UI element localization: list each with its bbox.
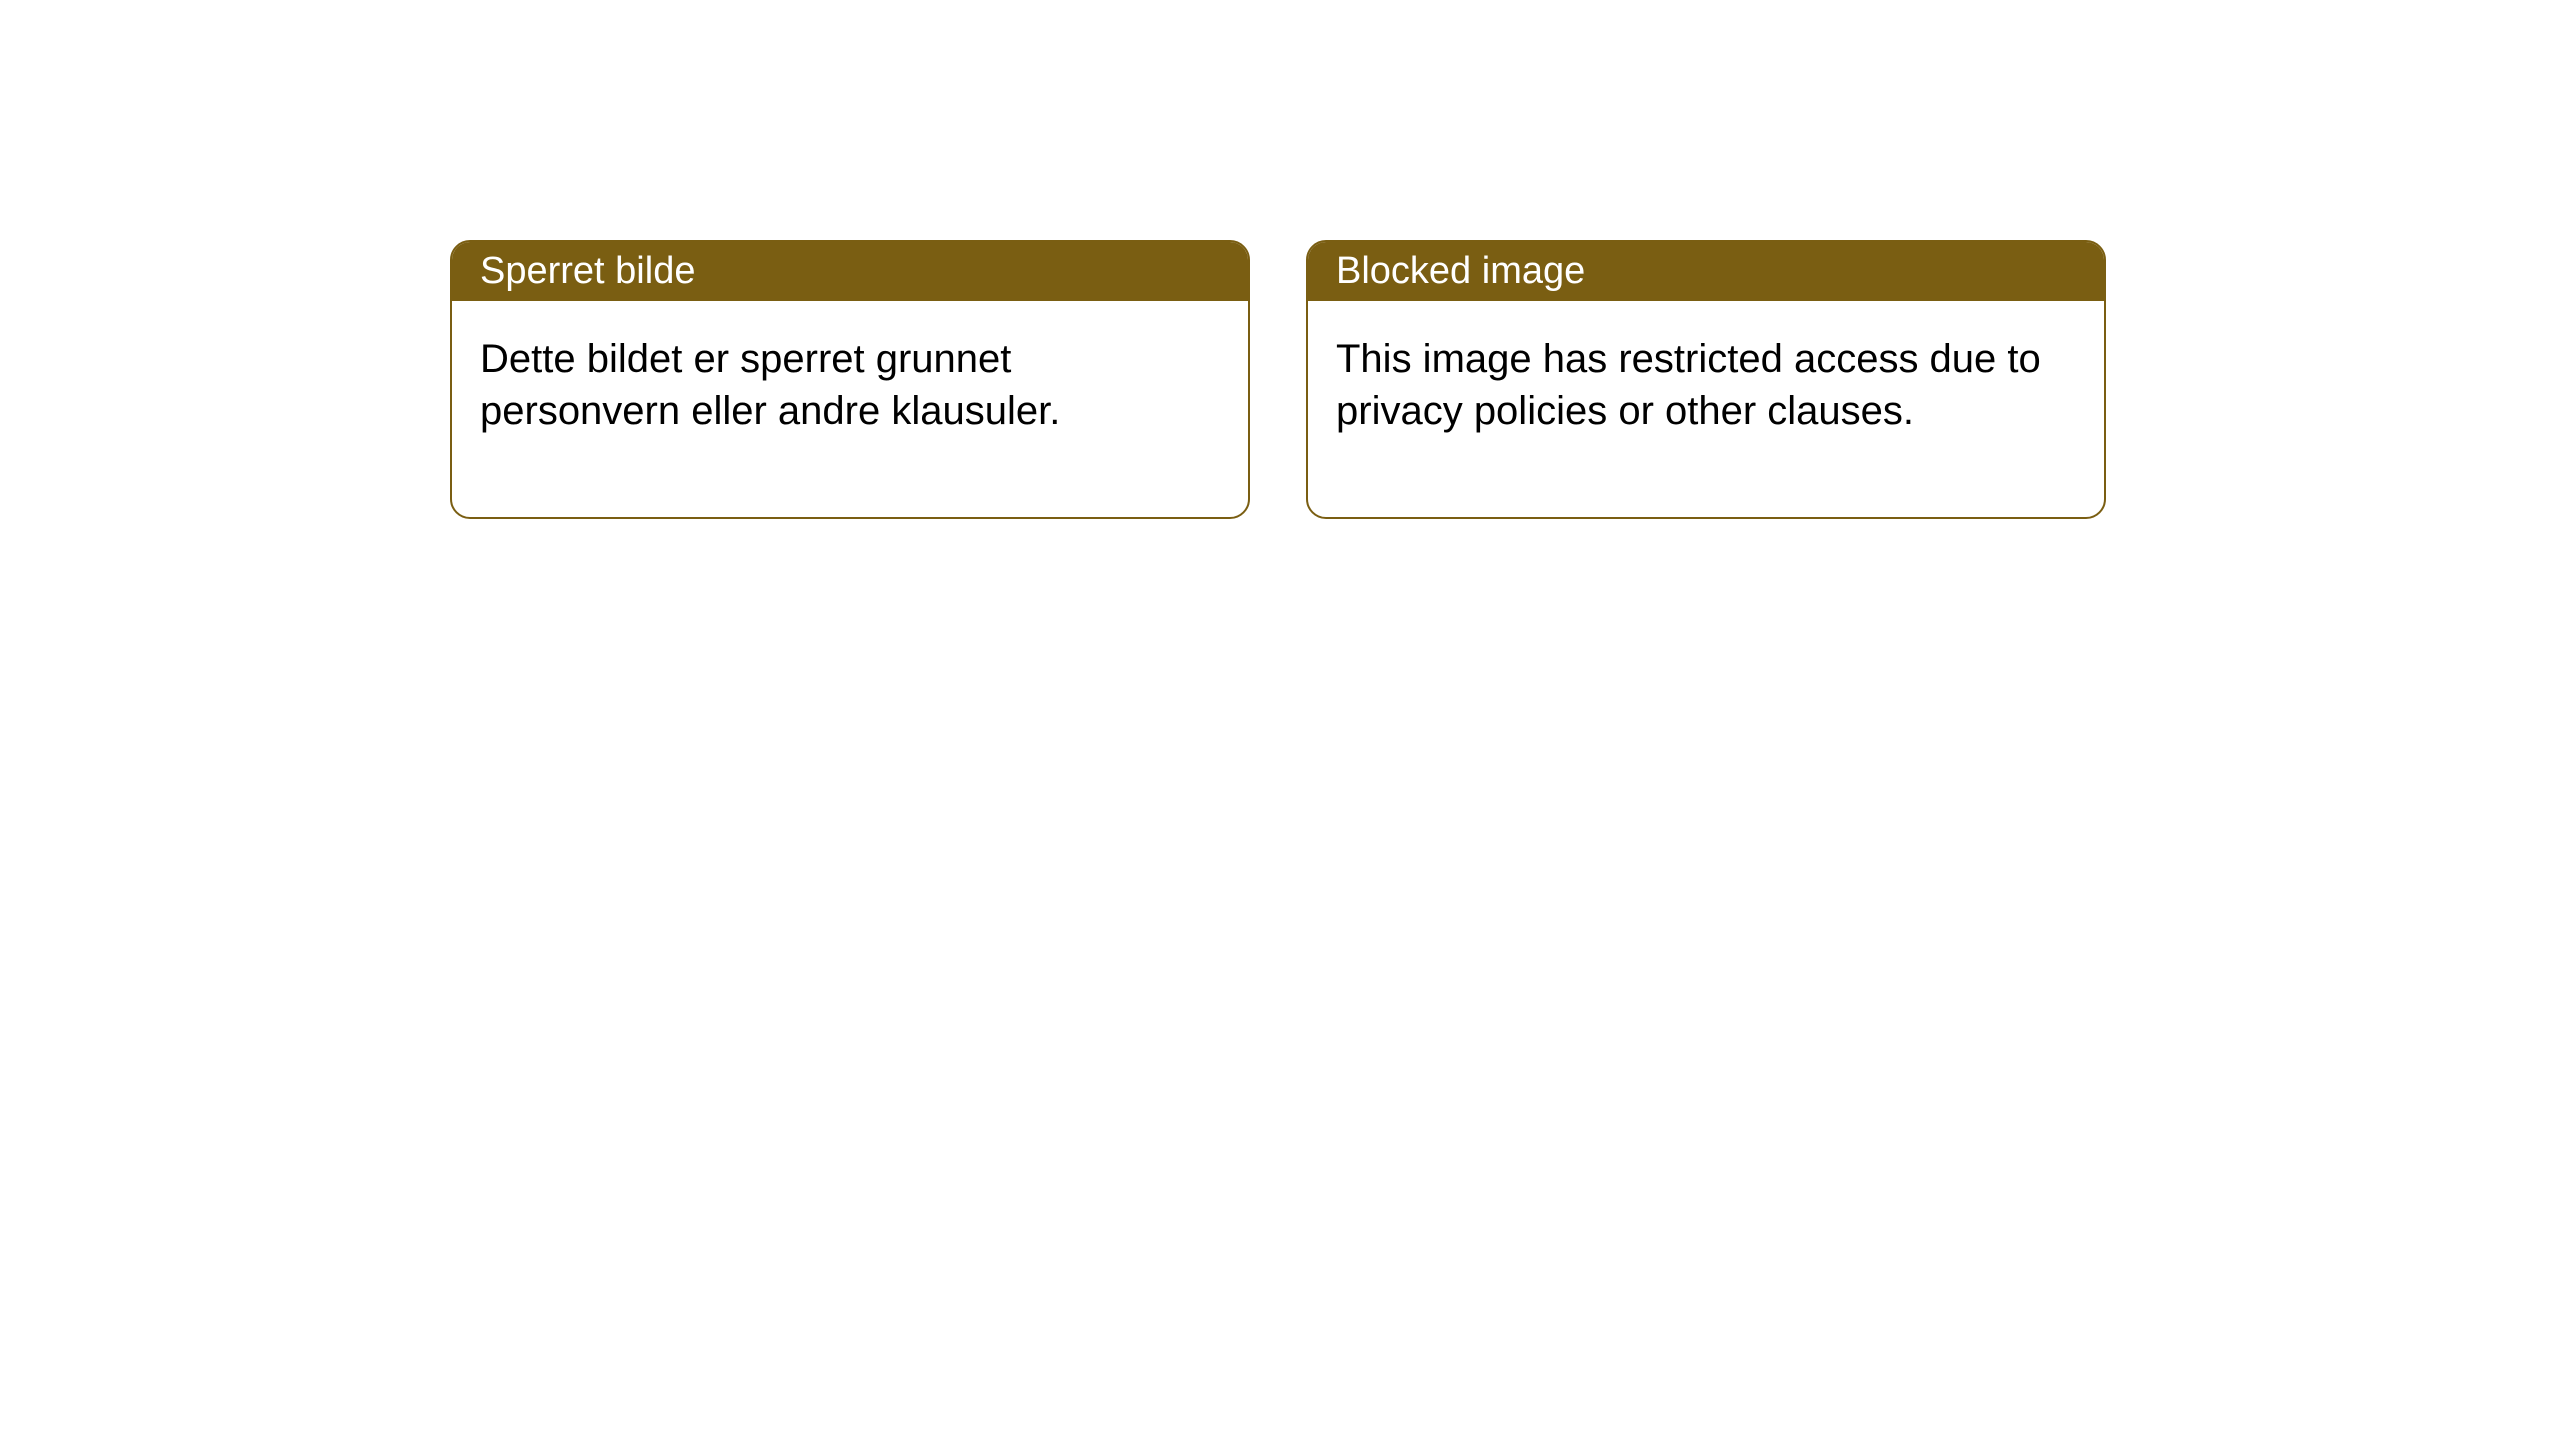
notice-body: Dette bildet er sperret grunnet personve… bbox=[452, 301, 1248, 517]
notice-card-english: Blocked image This image has restricted … bbox=[1306, 240, 2106, 519]
notice-body: This image has restricted access due to … bbox=[1308, 301, 2104, 517]
notice-container: Sperret bilde Dette bildet er sperret gr… bbox=[450, 240, 2106, 519]
notice-title: Blocked image bbox=[1308, 242, 2104, 301]
notice-card-norwegian: Sperret bilde Dette bildet er sperret gr… bbox=[450, 240, 1250, 519]
notice-title: Sperret bilde bbox=[452, 242, 1248, 301]
